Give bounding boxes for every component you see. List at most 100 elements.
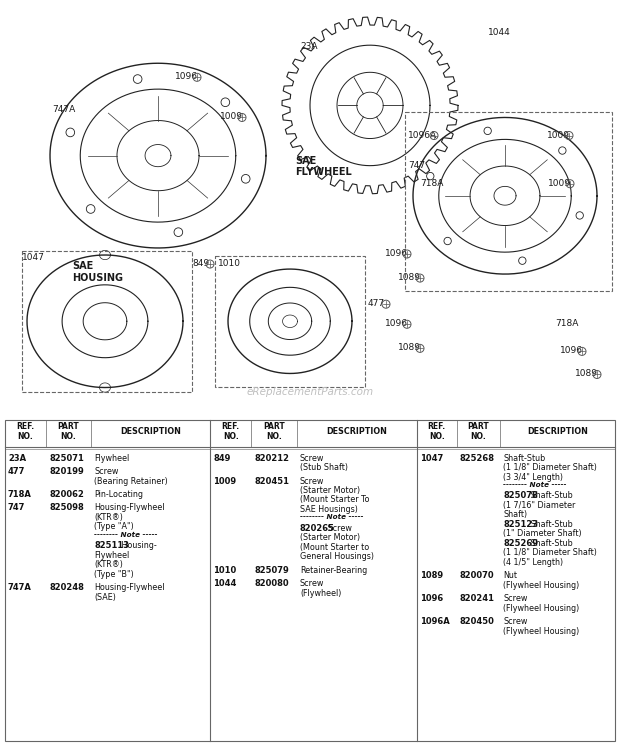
Bar: [405, 112, 612, 291]
Text: 825268: 825268: [459, 454, 495, 463]
Text: SAE
HOUSING: SAE HOUSING: [72, 261, 123, 283]
Text: Screw: Screw: [325, 524, 352, 533]
Text: 23A: 23A: [8, 454, 26, 463]
Text: 825098: 825098: [49, 504, 84, 513]
Text: 747: 747: [408, 161, 425, 170]
Text: 825079: 825079: [254, 566, 289, 575]
Text: General Housings): General Housings): [300, 552, 374, 562]
Text: -------- Note -----: -------- Note -----: [503, 482, 567, 488]
Text: 1096: 1096: [175, 72, 198, 81]
Text: 820248: 820248: [49, 583, 84, 592]
Text: PART
NO.: PART NO.: [58, 422, 79, 441]
Text: 477: 477: [8, 467, 25, 476]
Text: Shaft-Stub: Shaft-Stub: [528, 539, 573, 548]
Text: 1096: 1096: [385, 319, 408, 328]
Text: 1009: 1009: [213, 476, 236, 486]
Text: (1 1/8" Diameter Shaft): (1 1/8" Diameter Shaft): [503, 548, 597, 557]
Text: Flywheel: Flywheel: [94, 551, 130, 560]
Text: (Type "A"): (Type "A"): [94, 522, 134, 531]
Text: 718A: 718A: [555, 319, 578, 328]
Text: 820212: 820212: [254, 454, 290, 463]
Bar: [22, 251, 192, 391]
Text: 1089: 1089: [398, 343, 421, 353]
Text: Housing-Flywheel: Housing-Flywheel: [94, 583, 164, 592]
Text: DESCRIPTION: DESCRIPTION: [120, 427, 181, 436]
Text: (4 1/5" Length): (4 1/5" Length): [503, 558, 564, 567]
Bar: [215, 256, 365, 387]
Text: -------- Note -----: -------- Note -----: [300, 514, 363, 521]
Text: eReplacementParts.com: eReplacementParts.com: [246, 387, 374, 397]
Text: DESCRIPTION: DESCRIPTION: [327, 427, 388, 436]
Text: 849: 849: [213, 454, 231, 463]
Text: 820241: 820241: [459, 594, 495, 603]
Text: DESCRIPTION: DESCRIPTION: [527, 427, 588, 436]
Text: 1009: 1009: [548, 179, 571, 187]
Text: 1009: 1009: [220, 112, 243, 121]
Text: 747: 747: [8, 504, 25, 513]
Text: (1 7/16" Diameter: (1 7/16" Diameter: [503, 501, 575, 510]
Text: (Mount Starter To: (Mount Starter To: [300, 496, 370, 504]
Text: 820062: 820062: [49, 490, 84, 499]
Text: 1096: 1096: [420, 594, 443, 603]
Text: Screw: Screw: [300, 476, 324, 486]
Text: REF.
NO.: REF. NO.: [221, 422, 240, 441]
Text: 1089: 1089: [420, 571, 443, 580]
Text: 1096A: 1096A: [408, 130, 437, 140]
Text: (1 1/8" Diameter Shaft): (1 1/8" Diameter Shaft): [503, 463, 597, 472]
Text: 820070: 820070: [459, 571, 494, 580]
Text: (Starter Motor): (Starter Motor): [300, 533, 360, 542]
Text: (SAE): (SAE): [94, 593, 116, 602]
Text: 825123: 825123: [503, 520, 538, 529]
Text: 820265: 820265: [300, 524, 335, 533]
Text: (KTR®): (KTR®): [94, 560, 123, 569]
Text: 1044: 1044: [488, 28, 511, 37]
Text: 477: 477: [368, 299, 385, 308]
Text: 1047: 1047: [22, 253, 45, 262]
Text: 1096A: 1096A: [420, 618, 449, 626]
Text: 820080: 820080: [254, 580, 289, 589]
Text: Shaft): Shaft): [503, 510, 527, 519]
Text: SAE
FLYWHEEL: SAE FLYWHEEL: [295, 155, 352, 177]
Text: 820451: 820451: [254, 476, 290, 486]
Text: (Starter Motor): (Starter Motor): [300, 486, 360, 495]
Text: Flywheel: Flywheel: [94, 454, 130, 463]
Text: 1047: 1047: [420, 454, 443, 463]
Text: Housing-: Housing-: [119, 542, 157, 551]
Text: 718A: 718A: [420, 179, 443, 187]
Text: (Flywheel Housing): (Flywheel Housing): [503, 581, 580, 590]
Text: -------- Note -----: -------- Note -----: [94, 532, 157, 538]
Text: 1096: 1096: [385, 249, 408, 258]
Text: 849: 849: [192, 259, 209, 268]
Text: 825269: 825269: [503, 539, 538, 548]
Text: REF.
NO.: REF. NO.: [17, 422, 35, 441]
Text: Shaft-Stub: Shaft-Stub: [528, 492, 573, 501]
Text: Housing-Flywheel: Housing-Flywheel: [94, 504, 164, 513]
Text: 1089: 1089: [398, 273, 421, 282]
Text: (Flywheel): (Flywheel): [300, 589, 342, 597]
Text: (Stub Shaft): (Stub Shaft): [300, 463, 348, 472]
Text: (Mount Starter to: (Mount Starter to: [300, 543, 369, 552]
Text: (1" Diameter Shaft): (1" Diameter Shaft): [503, 530, 582, 539]
Text: 718A: 718A: [8, 490, 32, 499]
Text: (Flywheel Housing): (Flywheel Housing): [503, 626, 580, 635]
Text: 23A: 23A: [300, 42, 317, 51]
Text: 820199: 820199: [49, 467, 84, 476]
Text: (3 3/4" Length): (3 3/4" Length): [503, 472, 563, 481]
Text: 820450: 820450: [459, 618, 495, 626]
Text: 1044: 1044: [213, 580, 236, 589]
Text: 1096: 1096: [560, 347, 583, 356]
Text: 825071: 825071: [49, 454, 84, 463]
Text: SAE Housings): SAE Housings): [300, 505, 358, 514]
Text: PART
NO.: PART NO.: [467, 422, 489, 441]
Text: Shaft-Stub: Shaft-Stub: [528, 520, 573, 529]
Text: 747A: 747A: [52, 106, 75, 115]
Text: REF.
NO.: REF. NO.: [428, 422, 446, 441]
Text: 1010: 1010: [218, 259, 241, 268]
Text: Screw: Screw: [94, 467, 118, 476]
Text: Screw: Screw: [300, 580, 324, 589]
Text: PART
NO.: PART NO.: [264, 422, 285, 441]
Text: Pin-Locating: Pin-Locating: [94, 490, 143, 499]
Text: 1089: 1089: [575, 370, 598, 379]
Text: (KTR®): (KTR®): [94, 513, 123, 522]
Text: 825113: 825113: [94, 542, 129, 551]
